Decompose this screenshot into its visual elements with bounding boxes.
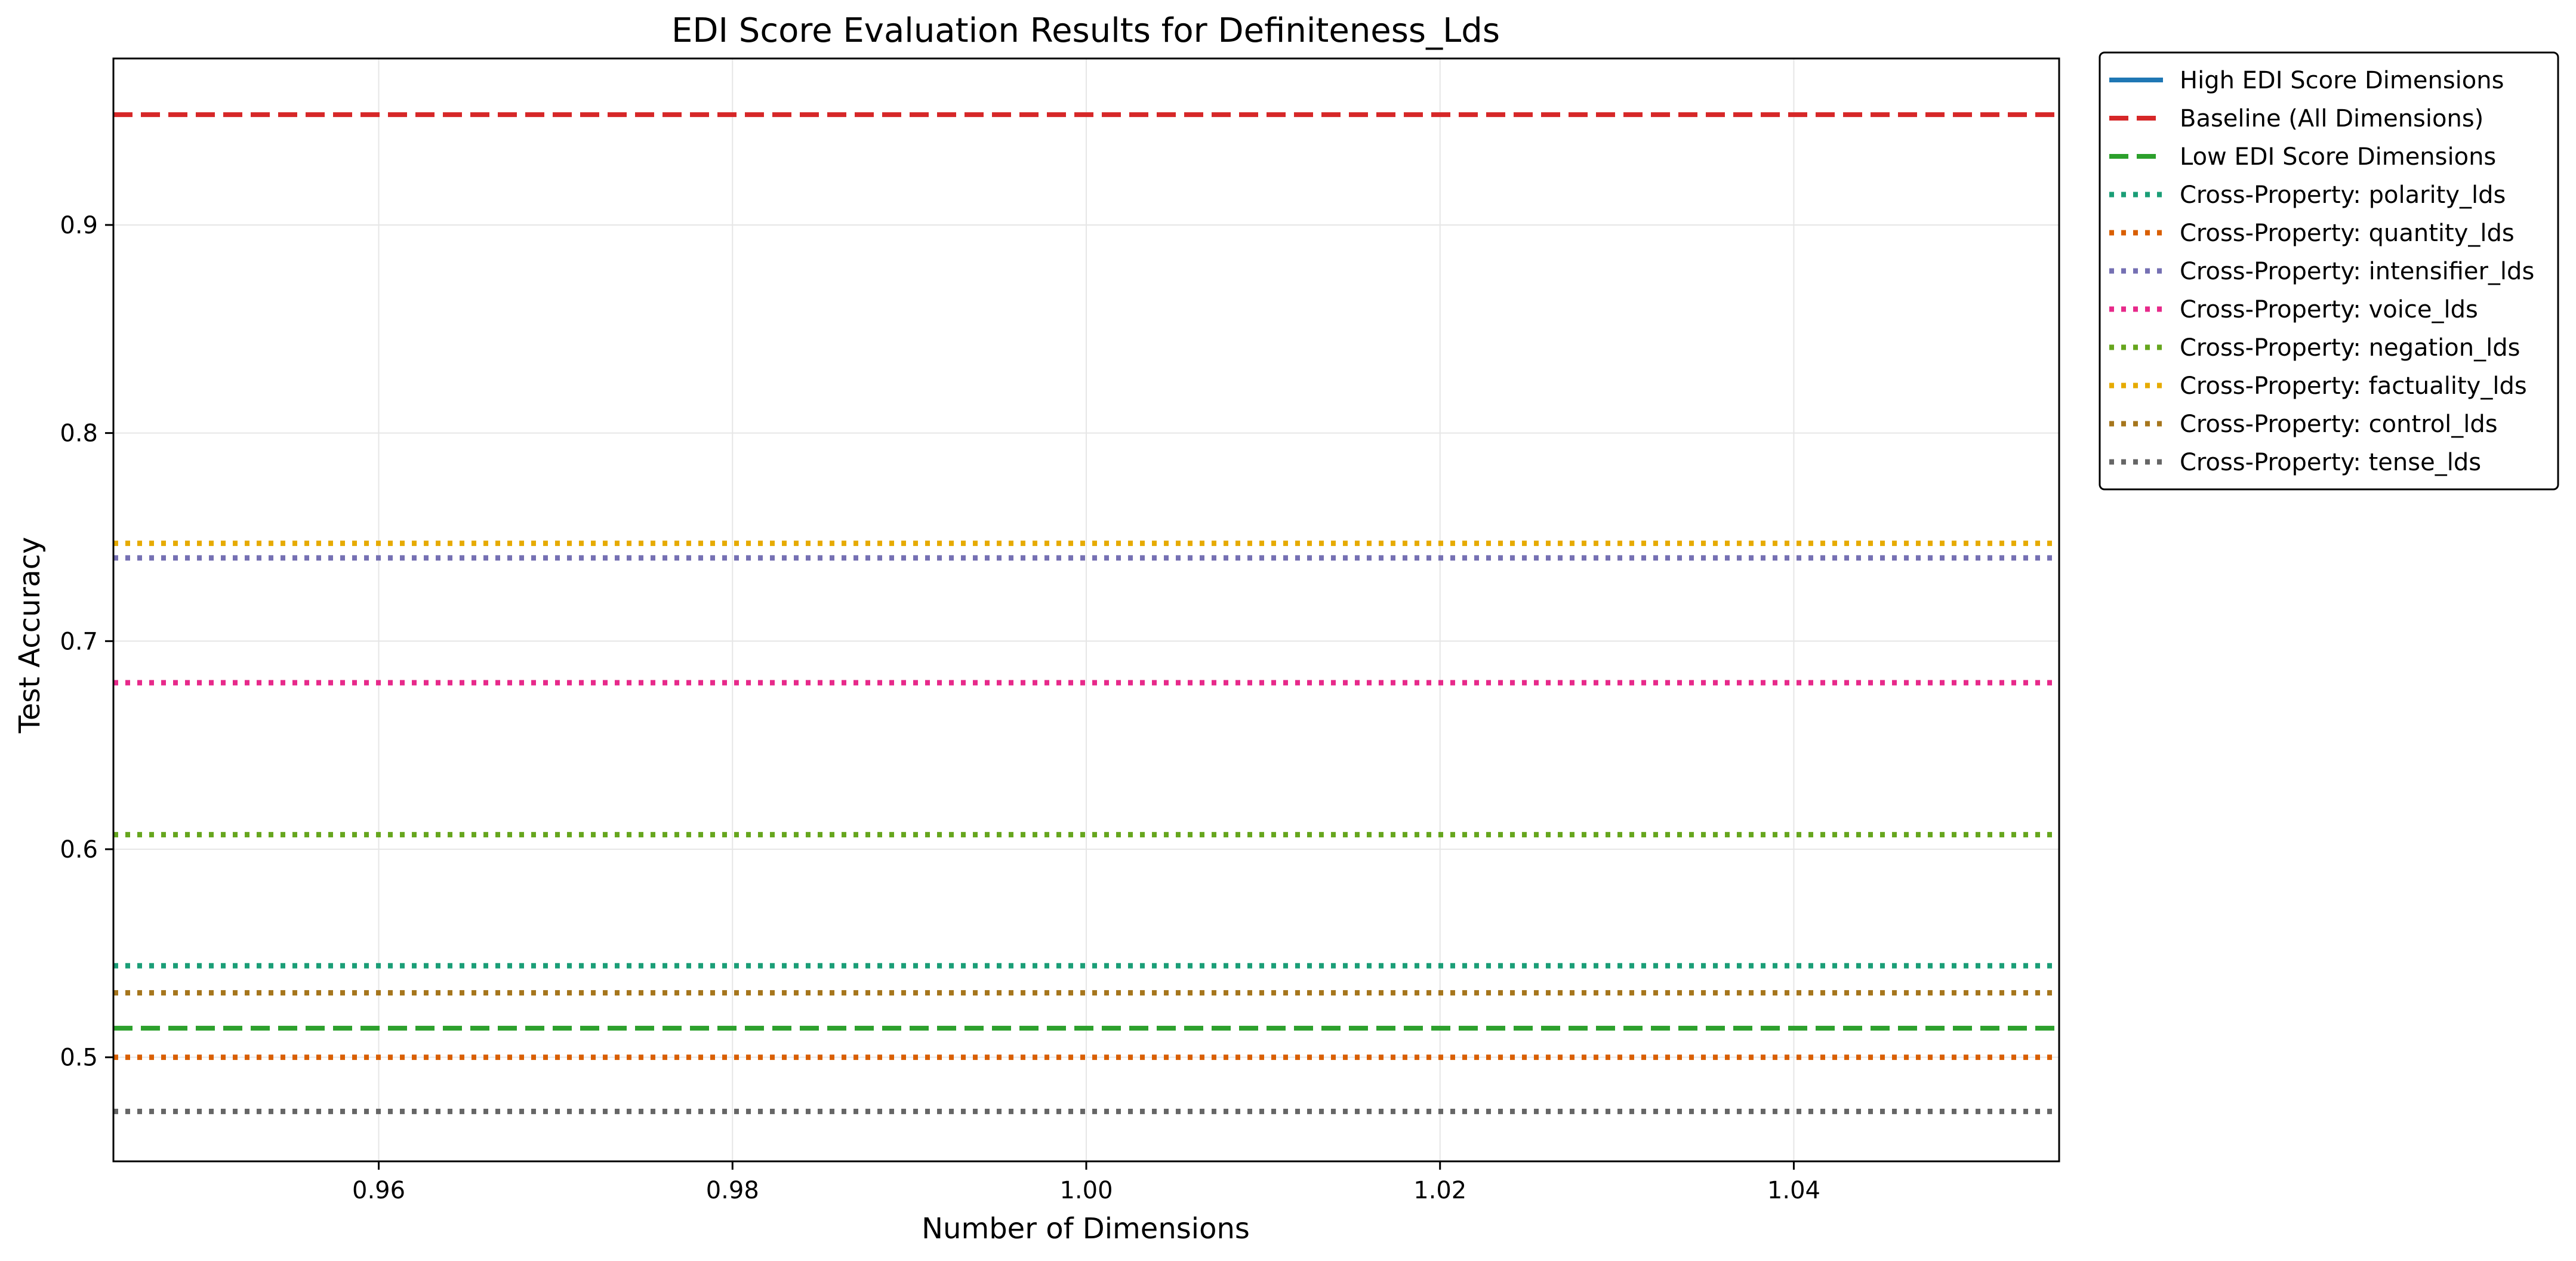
legend-label: Baseline (All Dimensions) — [2180, 105, 2483, 132]
x-axis-label: Number of Dimensions — [922, 1212, 1250, 1245]
legend: High EDI Score Dimensions Baseline (All D… — [2099, 51, 2559, 491]
y-axis-label: Test Accuracy — [13, 537, 47, 734]
legend-label: Cross-Property: voice_lds — [2180, 296, 2478, 323]
legend-label: Cross-Property: negation_lds — [2180, 334, 2520, 362]
legend-label: Cross-Property: control_lds — [2180, 411, 2498, 438]
legend-label: Cross-Property: polarity_lds — [2180, 181, 2506, 209]
chart-title: EDI Score Evaluation Results for Definit… — [671, 11, 1500, 50]
legend-label: Cross-Property: intensifier_lds — [2180, 258, 2534, 285]
series-group — [113, 112, 2059, 1114]
x-axis: 0.96 0.98 1.00 1.02 1.04 — [352, 1161, 1820, 1204]
y-tick-label: 0.8 — [60, 420, 98, 448]
y-axis: 0.5 0.6 0.7 0.8 0.9 — [60, 212, 113, 1072]
x-tick-label: 1.04 — [1767, 1177, 1820, 1204]
x-tick-label: 0.96 — [352, 1177, 405, 1204]
legend-label: Cross-Property: quantity_lds — [2180, 220, 2515, 247]
legend-label: Cross-Property: tense_lds — [2180, 449, 2481, 476]
y-tick-label: 0.9 — [60, 212, 98, 239]
x-tick-label: 1.02 — [1413, 1177, 1466, 1204]
y-tick-label: 0.7 — [60, 628, 98, 655]
y-tick-label: 0.5 — [60, 1044, 98, 1072]
x-tick-label: 0.98 — [706, 1177, 759, 1204]
legend-label: Low EDI Score Dimensions — [2180, 143, 2496, 171]
y-tick-label: 0.6 — [60, 836, 98, 864]
legend-label: Cross-Property: factuality_lds — [2180, 372, 2527, 400]
legend-box — [2099, 51, 2559, 491]
legend-label: High EDI Score Dimensions — [2180, 67, 2504, 94]
x-tick-label: 1.00 — [1059, 1177, 1113, 1204]
